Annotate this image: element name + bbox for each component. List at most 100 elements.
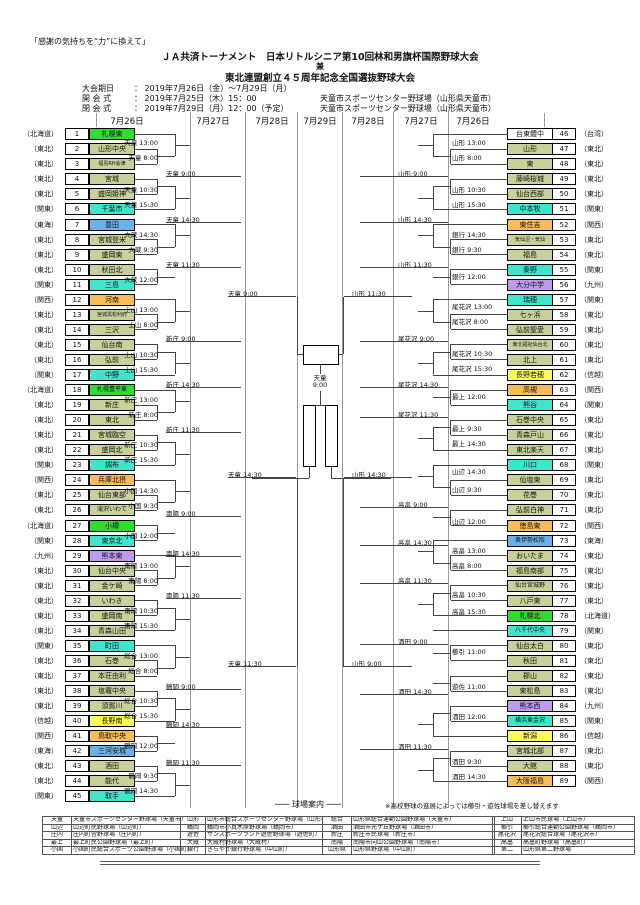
bracket-line xyxy=(451,479,508,481)
bracket-line xyxy=(135,389,175,391)
team-region: （関東） xyxy=(30,461,58,470)
team-region: （関東） xyxy=(30,280,58,289)
bracket-join xyxy=(433,540,434,563)
team-name: おいたま xyxy=(507,549,553,562)
bracket-line xyxy=(135,224,175,225)
team-number: 2 xyxy=(65,143,89,156)
bracket-line xyxy=(135,735,157,737)
team-name: 三島 xyxy=(89,278,135,291)
bracket-join xyxy=(450,645,451,661)
team-number: 75 xyxy=(552,564,576,577)
team-number: 64 xyxy=(552,399,576,412)
bracket-line xyxy=(175,363,190,365)
team-number: 4 xyxy=(65,173,89,186)
team-name: 仙台太白 xyxy=(507,639,553,652)
team-number: 29 xyxy=(65,549,89,562)
game-time: 天童 14:30 xyxy=(228,471,262,479)
bracket-line xyxy=(418,769,433,771)
team-name: 中野 xyxy=(89,369,135,381)
team-name: 花巻 xyxy=(507,489,553,502)
game-time: 鶴岡 12:00 xyxy=(124,742,158,750)
bracket-line xyxy=(418,604,433,605)
bracket-join xyxy=(157,434,158,450)
game-time: 尾花沢 8:00 xyxy=(452,318,489,326)
bracket-line xyxy=(433,351,451,353)
bracket-line xyxy=(157,607,175,609)
team-region: （関東） xyxy=(30,792,58,801)
team-number: 15 xyxy=(65,338,89,351)
opening-ceremony: 開 会 式 ： 2019年7月25日（木）15：00 xyxy=(82,93,257,104)
game-time: 上山 10:30 xyxy=(124,351,158,359)
team-number: 30 xyxy=(65,564,89,577)
game-time: 高畠 14:30 xyxy=(398,539,432,547)
venue-row: 鶴岡 鶴岡市小真木原野球場（鶴岡市） xyxy=(180,823,323,833)
team-number: 60 xyxy=(552,338,576,351)
bracket-line xyxy=(451,660,508,662)
bracket-line xyxy=(451,600,508,602)
team-number: 35 xyxy=(65,639,89,652)
team-name: 北上 xyxy=(507,353,553,366)
game-time: 天童 8:00 xyxy=(128,154,158,162)
team-region: （東北） xyxy=(30,190,58,199)
bracket-line xyxy=(135,795,175,797)
bracket-join xyxy=(450,705,451,721)
team-name: 仙台中央 xyxy=(89,564,135,577)
bracket-line xyxy=(433,449,508,451)
team-region: （東北） xyxy=(580,566,608,575)
team-region: （関東） xyxy=(580,205,608,214)
game-time: 総合 10:30 xyxy=(124,697,158,705)
bracket-line xyxy=(166,387,241,388)
team-name: 東北福祉仙台北 xyxy=(507,338,553,351)
game-time: 高畠 13:00 xyxy=(452,547,486,555)
team-number: 38 xyxy=(65,685,89,697)
team-region: （東北） xyxy=(30,506,58,515)
bracket-line xyxy=(344,477,412,478)
game-time: 南陽 11:30 xyxy=(166,592,200,600)
bracket-line xyxy=(418,197,433,199)
venue-name: 尾花沢総合球場（尾花沢市） xyxy=(521,831,635,840)
bracket-line xyxy=(360,545,448,546)
game-time: 酒田 14:30 xyxy=(398,688,432,696)
bracket-line xyxy=(135,479,175,481)
team-region: （東北） xyxy=(30,250,58,259)
team-name: いわき xyxy=(89,594,135,607)
bracket-line xyxy=(166,222,241,223)
team-number: 82 xyxy=(552,670,576,682)
team-region: （東北） xyxy=(580,672,608,680)
team-number: 73 xyxy=(552,534,576,547)
game-time: 南陽 13:00 xyxy=(124,562,158,570)
team-number: 78 xyxy=(552,609,576,622)
bracket-line xyxy=(360,267,448,268)
bracket-line xyxy=(166,432,241,433)
bracket-line xyxy=(451,434,508,436)
team-region: （東北） xyxy=(30,310,58,319)
team-number: 40 xyxy=(65,715,89,728)
bracket-line xyxy=(135,148,157,150)
team-name: 千葉市 xyxy=(89,203,135,216)
team-number: 44 xyxy=(65,775,89,788)
game-time: 高畠 15:30 xyxy=(452,608,486,616)
bracket-join xyxy=(450,344,451,360)
motto-text: 「感謝の気持ちを“力”に換えて」 xyxy=(30,37,150,46)
team-name: 福島RH会津 xyxy=(89,158,135,171)
venue-name: サンスポーツランド遊佐野球場（遊佐町） xyxy=(205,831,323,840)
team-name: 気仙沼・気仙 xyxy=(507,233,553,246)
closing-label: 閉 会 式 xyxy=(82,104,112,113)
game-time: 鶴岡 14:30 xyxy=(124,787,158,795)
game-time: 総合 8:00 xyxy=(128,667,158,675)
game-time: 総合 15:30 xyxy=(124,712,158,720)
game-time: 南陽 15:30 xyxy=(124,622,158,630)
bracket-join xyxy=(433,592,434,616)
game-time: 尾花沢 10:30 xyxy=(452,350,493,358)
team-number: 69 xyxy=(552,474,576,487)
team-name: 盛岡姫神 xyxy=(89,188,135,201)
team-name: 宮城北部 xyxy=(507,745,553,758)
bracket-line xyxy=(451,585,508,587)
game-time: 天童 9:00 xyxy=(166,170,196,178)
team-name: 能代 xyxy=(89,775,135,788)
team-name: 熊谷 xyxy=(507,399,553,412)
bracket-line xyxy=(433,615,508,617)
bracket-line xyxy=(135,540,157,542)
game-time: 山形 13:00 xyxy=(452,139,486,147)
